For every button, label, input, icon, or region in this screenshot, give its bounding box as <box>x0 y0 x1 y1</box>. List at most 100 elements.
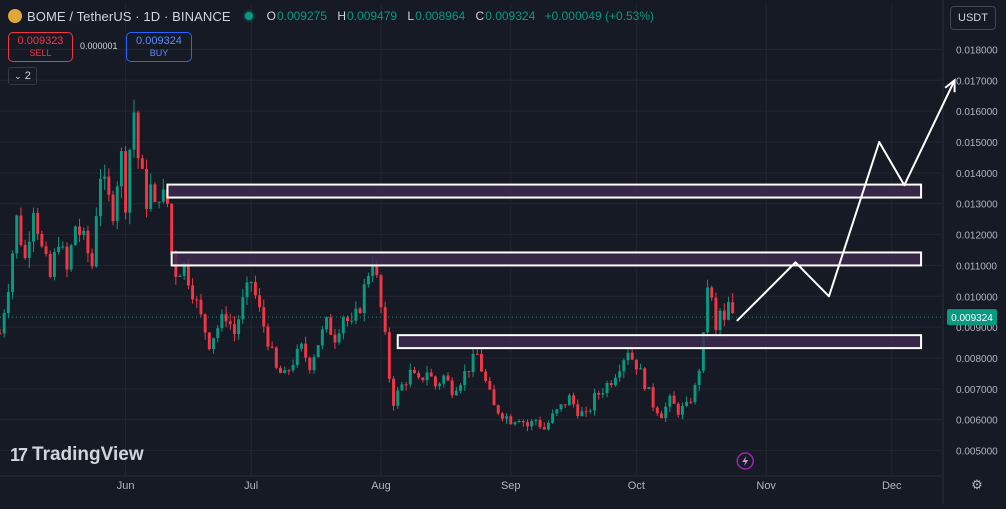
candle-body <box>136 112 140 159</box>
candle-body <box>86 230 90 254</box>
candle-body <box>61 246 65 248</box>
candle-body <box>563 404 567 406</box>
candle-body <box>392 378 396 406</box>
candle-body <box>731 302 735 313</box>
resistance-zone-upper[interactable] <box>166 183 923 199</box>
candle-body <box>27 241 31 259</box>
candle-body <box>542 426 546 430</box>
candle-body <box>454 390 458 396</box>
candle-body <box>65 246 69 270</box>
candle-body <box>224 314 228 322</box>
candle-body <box>446 375 450 381</box>
candle-body <box>668 395 672 407</box>
candle-body <box>513 422 517 425</box>
candle-body <box>153 184 157 203</box>
low-value: 0.008964 <box>415 9 466 23</box>
price-tick-label: 0.016000 <box>956 107 998 118</box>
candle-body <box>580 411 584 417</box>
candle-body <box>534 420 538 422</box>
candle-body <box>0 333 2 335</box>
candle-body <box>195 299 199 301</box>
candle-body <box>216 328 220 339</box>
candle-body <box>207 332 211 350</box>
support-zone[interactable] <box>396 334 923 350</box>
price-tick-label: 0.018000 <box>956 45 998 56</box>
candle-body <box>346 317 349 322</box>
candle-body <box>191 285 195 300</box>
candle-body <box>387 332 391 379</box>
time-tick-label-jul: Jul <box>244 480 258 492</box>
candle-body <box>413 369 416 374</box>
price-tick-label: 0.008000 <box>956 354 998 365</box>
candle-body <box>655 407 659 414</box>
candle-body <box>350 320 354 322</box>
candle-body <box>567 395 571 406</box>
candle-body <box>199 299 203 315</box>
candle-body <box>40 233 44 247</box>
candle-body <box>643 368 647 390</box>
high-label: H <box>337 9 347 23</box>
candle-body <box>664 406 668 419</box>
candle-body <box>115 186 119 222</box>
candle-body <box>433 376 437 387</box>
candle-body <box>111 194 115 222</box>
candle-body <box>337 333 341 343</box>
candle-body <box>52 252 56 277</box>
lightning-bolt-icon <box>742 456 749 466</box>
candle-body <box>496 405 500 414</box>
time-tick-label-nov: Nov <box>756 480 776 492</box>
candle-body <box>36 212 40 234</box>
resistance-zone-middle[interactable] <box>170 251 923 267</box>
candle-body <box>2 313 6 334</box>
candle-body <box>375 266 379 276</box>
projection-path[interactable] <box>736 79 956 322</box>
candle-body <box>241 297 245 320</box>
candle-body <box>228 321 232 325</box>
buy-button[interactable]: 0.009324 BUY <box>126 32 192 62</box>
sell-label: SELL <box>29 48 52 58</box>
candle-body <box>593 393 596 411</box>
candle-body <box>15 215 19 254</box>
settings-gear-icon[interactable]: ⚙ <box>971 477 983 492</box>
currency-selector[interactable]: USDT <box>950 6 996 30</box>
tradingview-mark-icon: 17 <box>10 444 28 465</box>
grid-lines <box>0 4 942 476</box>
candle-body <box>609 383 613 386</box>
candle-body <box>266 326 270 347</box>
candle-body <box>555 409 559 414</box>
candle-body <box>19 215 23 246</box>
candle-body <box>400 384 404 391</box>
candle-body <box>701 332 705 371</box>
candle-body <box>605 383 609 394</box>
coin-logo-icon <box>8 9 22 23</box>
time-tick-label-dec: Dec <box>882 480 902 492</box>
price-tick-label: 0.017000 <box>956 76 998 87</box>
candle-body <box>329 317 333 335</box>
candle-body <box>132 112 136 150</box>
candle-body <box>647 387 651 390</box>
candle-body <box>509 416 513 425</box>
open-label: O <box>266 9 276 23</box>
candle-body <box>685 401 689 406</box>
market-status-icon[interactable] <box>244 12 253 20</box>
sell-button[interactable]: 0.009323 SELL <box>8 32 73 62</box>
candle-body <box>438 383 442 387</box>
candle-body <box>203 314 207 333</box>
candle-body <box>262 307 266 327</box>
lightning-icon[interactable] <box>736 452 754 470</box>
candle-body <box>408 369 412 385</box>
candle-body <box>526 422 529 427</box>
candle-body <box>718 310 722 330</box>
candle-body <box>161 189 165 202</box>
indicators-toggle[interactable]: ⌄ 2 <box>8 67 37 85</box>
candle-body <box>383 307 387 333</box>
sell-price: 0.009323 <box>17 35 64 47</box>
symbol-title[interactable]: BOME / TetherUS · 1D · BINANCE <box>27 8 231 24</box>
candle-body <box>546 422 550 430</box>
tradingview-logo[interactable]: 17 TradingView <box>10 444 144 466</box>
candle-body <box>212 338 215 350</box>
candle-body <box>618 371 622 378</box>
candle-body <box>396 390 400 406</box>
